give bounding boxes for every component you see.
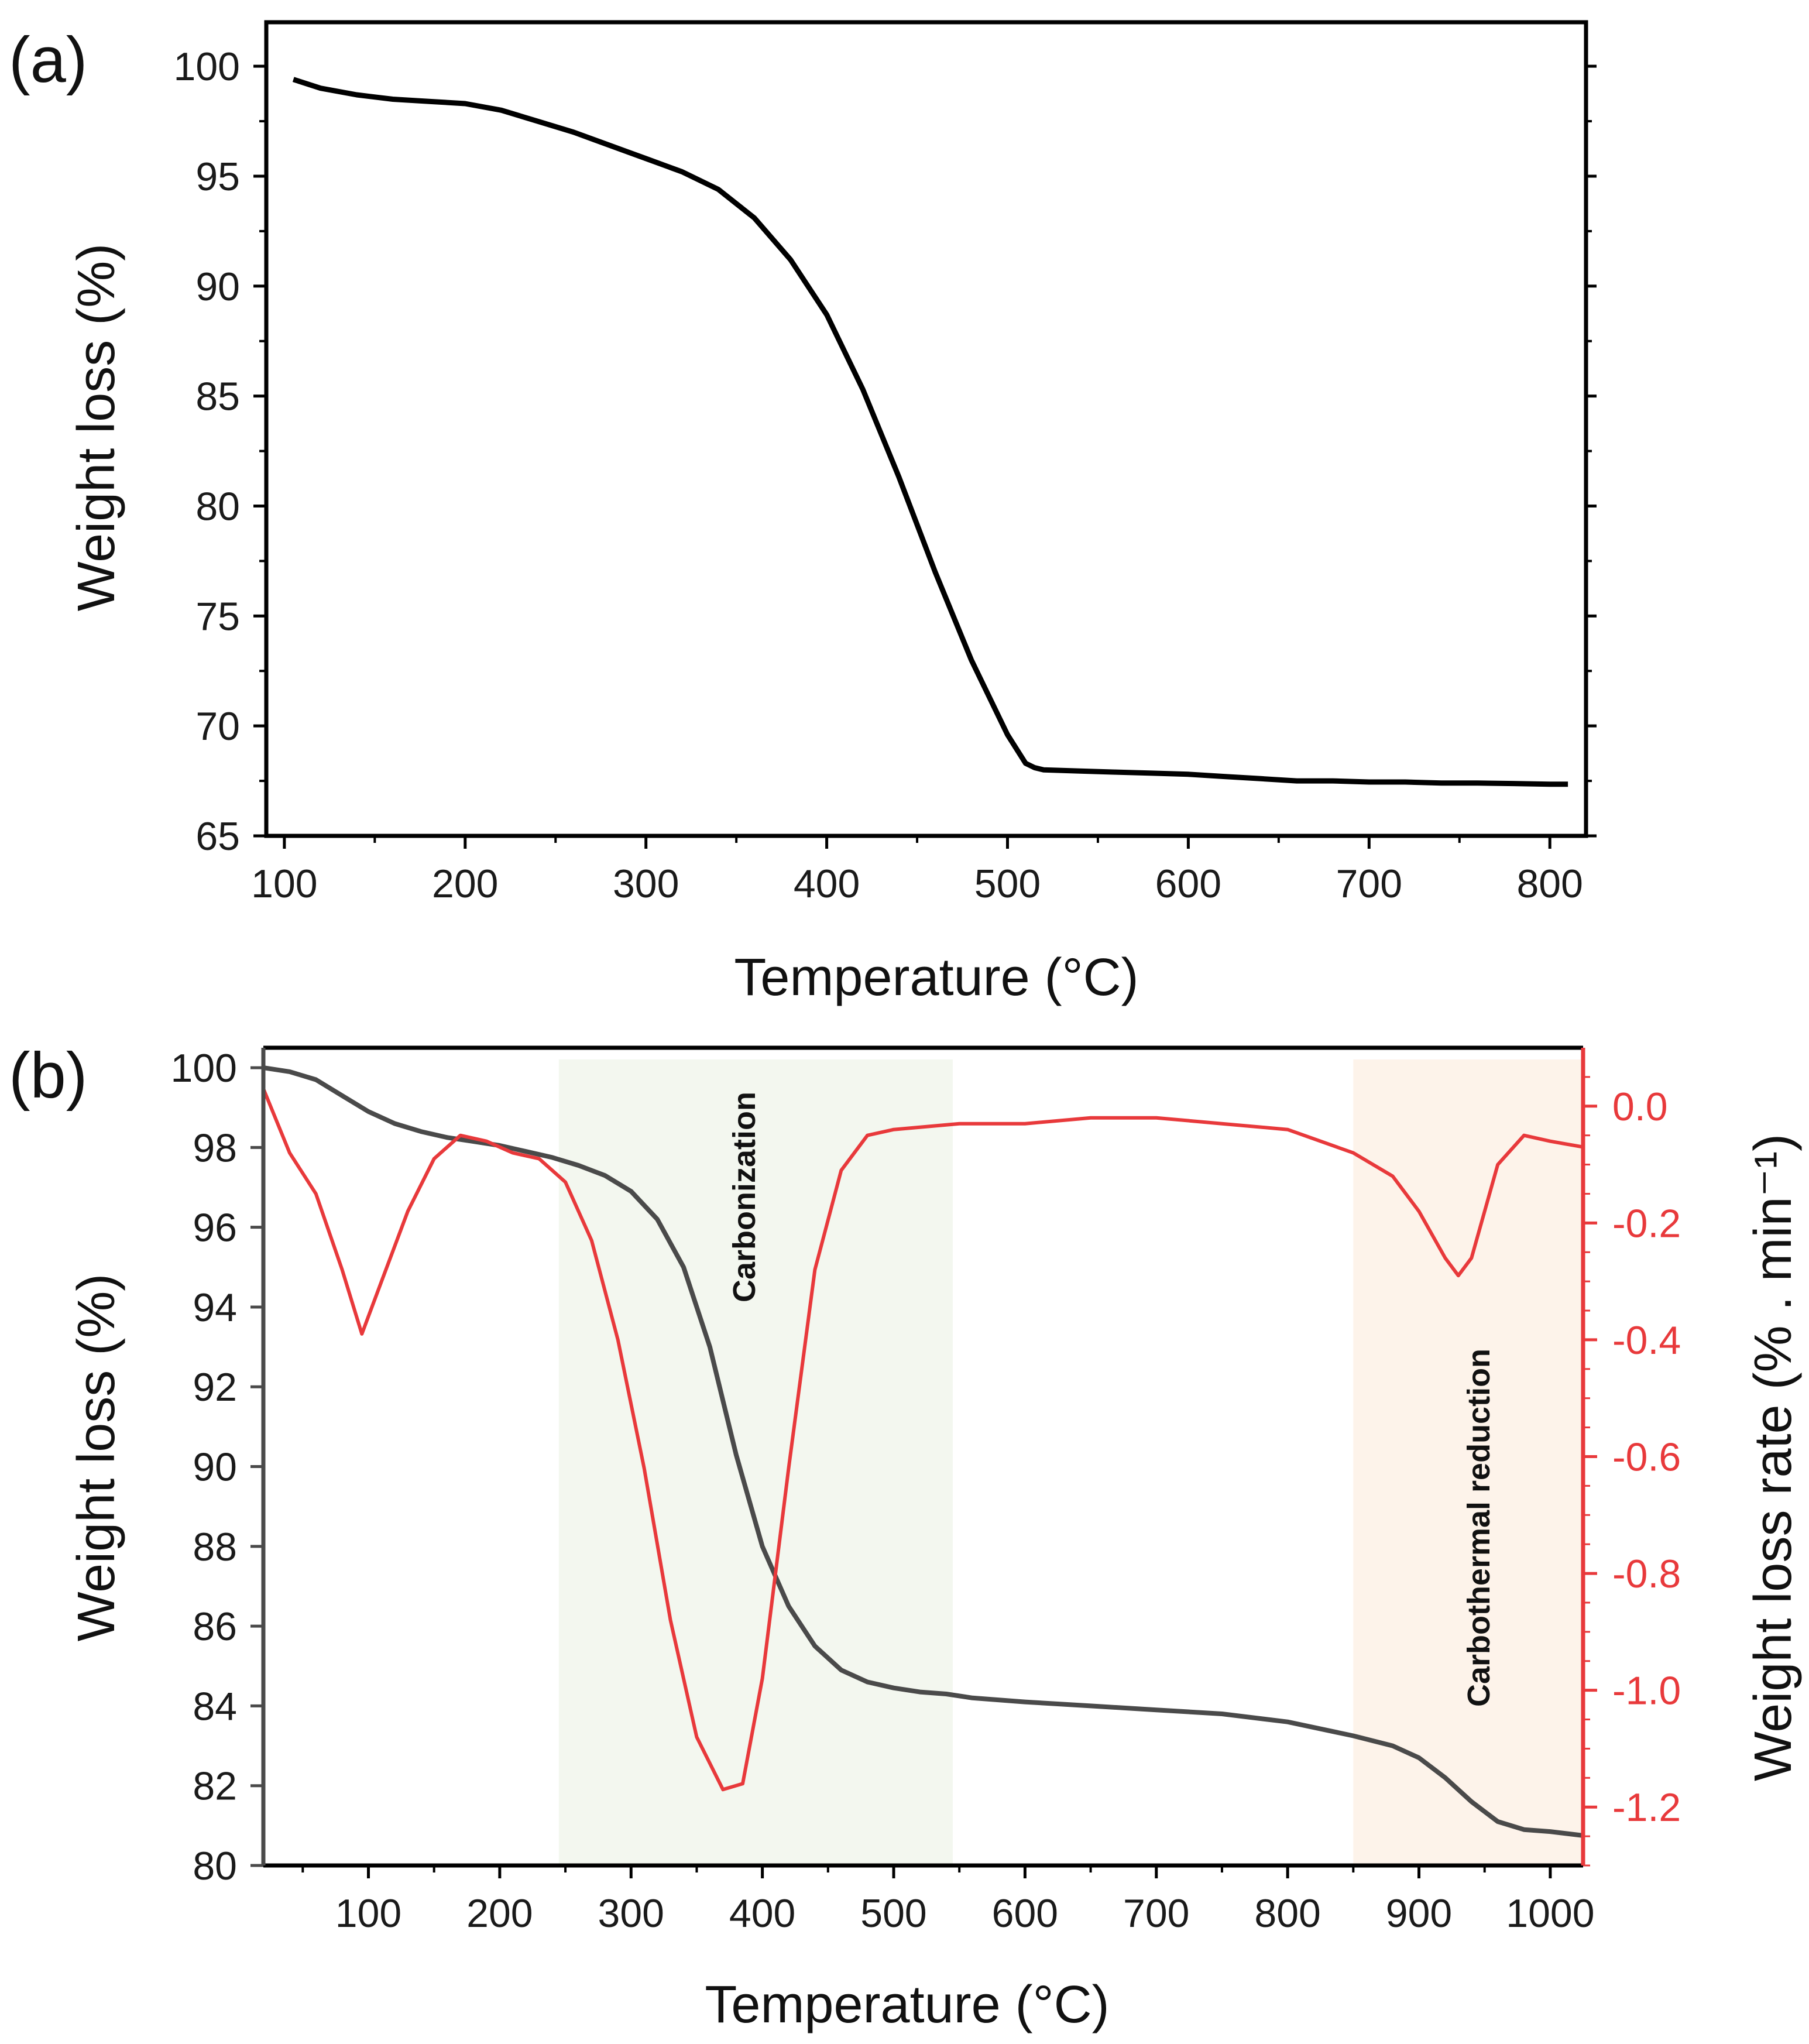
- panel-a-y-axis-title: Weight loss (%): [67, 244, 126, 612]
- panel-a-y-tick-label: 80: [195, 484, 240, 529]
- carbothermal-reduction-label: Carbothermal reduction: [1461, 1349, 1496, 1707]
- panel-b-right-tick-label: -1.0: [1612, 1669, 1681, 1713]
- panel-b-x-tick-label: 1000: [1506, 1891, 1594, 1936]
- panel-b-x-tick-label: 500: [860, 1891, 926, 1936]
- panel-a-y-tick-label: 95: [195, 155, 240, 199]
- panel-b-x-tick-label: 900: [1386, 1891, 1452, 1936]
- panel-b-x-axis-title: Temperature (°C): [705, 1976, 1109, 2034]
- panel-b-x-tick-label: 400: [729, 1891, 795, 1936]
- panel-a-x-tick-label: 100: [251, 862, 317, 906]
- panel-b-y-tick-label: 94: [193, 1285, 237, 1330]
- carbothermal-reduction-region: [1353, 1059, 1583, 1865]
- panel-a-label: (a): [9, 24, 87, 96]
- panel-b-y-tick-label: 98: [193, 1126, 237, 1170]
- panel-b-right-axis-title: Weight loss rate (% . min⁻¹): [1744, 1134, 1803, 1781]
- panel-a-y-tick-label: 65: [195, 814, 240, 859]
- panel-a-x-tick-label: 300: [613, 862, 679, 906]
- panel-b-x-tick-label: 200: [466, 1891, 533, 1936]
- panel-b-y-tick-label: 80: [193, 1844, 237, 1888]
- panel-b-x-tick-label: 700: [1123, 1891, 1189, 1936]
- panel-b-weight-loss-rate-line: [262, 1088, 1584, 1792]
- panel-b-right-tick-label: -0.2: [1612, 1201, 1681, 1246]
- panel-b-plot-area: [262, 1065, 1584, 1838]
- panel-b-y-tick-label: 92: [193, 1365, 237, 1409]
- panel-a-x-tick-label: 500: [974, 862, 1041, 906]
- panel-b-right-tick-label: 0.0: [1612, 1085, 1668, 1129]
- panel-b-y-axis-title: Weight loss (%): [67, 1274, 126, 1642]
- panel-a-plot-area: [292, 77, 1568, 787]
- panel-a-weight-loss-line: [292, 77, 1568, 787]
- panel-b-weight-loss-line: [263, 1065, 1584, 1838]
- panel-b-right-tick-label: -1.2: [1612, 1785, 1681, 1830]
- panel-b-x-tick-label: 100: [335, 1891, 401, 1936]
- panel-b-y-tick-label: 84: [193, 1684, 237, 1729]
- panel-b-y-tick-label: 90: [193, 1445, 237, 1490]
- panel-a-y-tick-label: 90: [195, 265, 240, 309]
- panel-a: (a) 100 200 300 400 500 600 700 800 65 70 75 80 85 90…: [9, 20, 1597, 1007]
- panel-a-ticks: 100 200 300 400 500 600 700 800 65 70 75 80 85 90 95 10…: [174, 44, 1597, 906]
- carbonization-region: [558, 1059, 953, 1865]
- panel-b-y-tick-label: 100: [171, 1046, 237, 1090]
- panel-b: (b) 100 200 300 400 500 600 700 800 900 1000 80 82 8…: [9, 1040, 1803, 2034]
- panel-b-label: (b): [9, 1040, 87, 1112]
- panel-b-y-tick-label: 96: [193, 1206, 237, 1250]
- panel-a-x-tick-label: 600: [1155, 862, 1221, 906]
- panel-a-y-tick-label: 70: [195, 704, 240, 749]
- panel-a-x-axis-title: Temperature (°C): [734, 948, 1138, 1007]
- panel-a-x-tick-label: 200: [432, 862, 498, 906]
- panel-b-right-tick-label: -0.4: [1612, 1318, 1681, 1363]
- panel-a-x-tick-label: 800: [1516, 862, 1583, 906]
- carbonization-label: Carbonization: [727, 1092, 762, 1302]
- panel-b-right-tick-label: -0.8: [1612, 1552, 1681, 1596]
- panel-a-x-tick-label: 400: [794, 862, 860, 906]
- panel-b-y-tick-label: 82: [193, 1764, 237, 1809]
- panel-a-y-tick-label: 100: [174, 44, 240, 89]
- panel-b-y-tick-label: 88: [193, 1525, 237, 1569]
- panel-b-regions: [558, 1059, 1583, 1865]
- panel-a-y-tick-label: 75: [195, 594, 240, 639]
- panel-a-x-tick-label: 700: [1336, 862, 1402, 906]
- panel-b-x-tick-label: 300: [598, 1891, 664, 1936]
- panel-b-right-tick-label: -0.6: [1612, 1435, 1681, 1480]
- panel-b-x-tick-label: 800: [1254, 1891, 1320, 1936]
- panel-b-y-tick-label: 86: [193, 1604, 237, 1649]
- panel-a-y-tick-label: 85: [195, 375, 240, 419]
- panel-a-frame: [264, 20, 1588, 838]
- panel-b-ticks: 100 200 300 400 500 600 700 800 900 1000 80 82 84 86 8…: [171, 1046, 1681, 1936]
- panel-b-x-tick-label: 600: [992, 1891, 1058, 1936]
